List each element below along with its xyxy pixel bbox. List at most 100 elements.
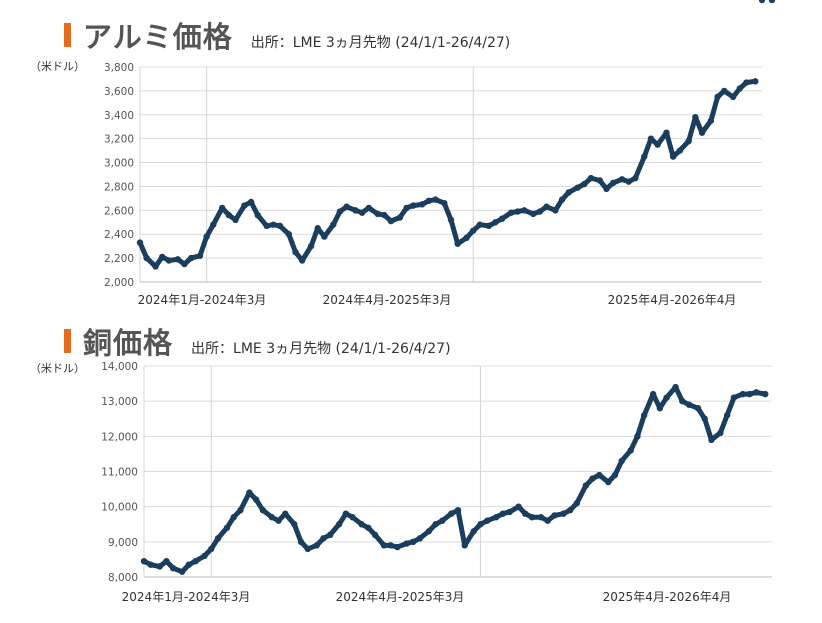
copper-data-point (387, 542, 394, 549)
alumi-data-point (574, 184, 581, 191)
copper-data-point (522, 510, 529, 517)
copper-data-point (335, 521, 343, 528)
copper-data-point (663, 394, 670, 401)
alumi-data-point (714, 93, 721, 101)
alumi-data-point (618, 176, 626, 183)
copper-data-point (739, 390, 747, 398)
alumi-data-point (729, 93, 737, 101)
alumi-data-point (396, 214, 404, 221)
alumi-data-point (454, 240, 461, 247)
copper-data-point (649, 390, 657, 398)
alumi-data-point (418, 201, 426, 208)
copper-data-point (425, 528, 433, 535)
alumi-data-point (136, 239, 144, 246)
alumi-data-point (381, 211, 388, 219)
alumi-data-point (203, 233, 210, 240)
alumi-data-point (625, 178, 632, 185)
copper-data-point (201, 552, 208, 560)
copper-y-tick-label: 13,000 (101, 396, 138, 408)
copper-y-tick-label: 12,000 (101, 431, 138, 443)
alumi-data-point (685, 137, 692, 145)
copper-data-point (499, 510, 507, 517)
copper-data-point (544, 517, 551, 524)
copper-data-point (477, 521, 484, 528)
alumi-data-point (285, 231, 293, 238)
copper-data-point (403, 540, 410, 547)
copper-data-point (717, 429, 724, 437)
copper-data-point (461, 542, 468, 549)
alumi-data-point (196, 252, 204, 259)
alumi-data-point (476, 221, 484, 228)
alumi-data-point (336, 208, 344, 215)
alumi-data-point (603, 185, 610, 193)
copper-data-point (358, 521, 365, 528)
alumi-data-point (241, 202, 248, 209)
copper-data-point (679, 397, 686, 405)
copper-chart-subtitle: 出所：LME 3ヵ月先物 (24/1/1-26/4/27) (191, 341, 451, 357)
copper-data-point (483, 517, 491, 524)
alumi-data-point (647, 135, 655, 142)
alumi-data-point (276, 222, 284, 230)
copper-data-point (208, 545, 215, 553)
alumi-data-point (187, 254, 195, 262)
copper-data-point (515, 503, 522, 510)
copper-y-unit: （米ドル） (30, 362, 85, 375)
copper-data-point (252, 496, 260, 503)
copper-data-point (762, 390, 769, 398)
alumi-chart-title: アルミ価格 (83, 20, 233, 54)
copper-data-point (416, 535, 424, 542)
copper-data-point (448, 510, 455, 517)
alumi-y-tick-label: 3,000 (104, 158, 134, 170)
alumi-data-point (492, 219, 499, 226)
alumi-data-point (232, 216, 239, 224)
alumi-data-point (432, 196, 439, 203)
alumi-y-tick-label: 3,200 (104, 134, 134, 146)
alumi-period-label: 2024年4月-2025年3月 (323, 293, 452, 307)
copper-data-point (342, 510, 350, 517)
copper-data-point (537, 514, 545, 521)
alumi-data-point (321, 233, 328, 240)
copper-y-tick-label: 9,000 (108, 537, 138, 549)
alumi-data-point (410, 202, 417, 209)
alumi-data-point (403, 204, 410, 212)
alumi-accent-bar (64, 23, 71, 47)
copper-data-point (582, 482, 590, 489)
alumi-data-point (358, 209, 366, 216)
alumi-data-point (441, 199, 448, 207)
alumi-data-point (307, 242, 315, 250)
alumi-y-tick-label: 2,200 (104, 253, 134, 265)
copper-data-point (275, 517, 282, 524)
copper-data-point (140, 557, 148, 565)
copper-data-point (627, 447, 634, 454)
alumi-y-tick-label: 2,400 (104, 229, 134, 241)
alumi-header: アルミ価格 出所：LME 3ヵ月先物 (24/1/1-26/4/27) (64, 14, 510, 56)
copper-accent-bar (64, 329, 71, 353)
copper-data-point (282, 510, 289, 517)
alumi-data-point (552, 207, 559, 214)
copper-header: 銅価格 出所：LME 3ヵ月先物 (24/1/1-26/4/27) (64, 320, 451, 362)
alumi-data-point (632, 174, 639, 182)
copper-data-point (192, 557, 199, 565)
alumi-data-point (514, 208, 521, 215)
alumi-data-point (218, 204, 226, 212)
alumi-data-point (470, 227, 477, 234)
alumi-y-tick-label: 2,800 (104, 181, 134, 193)
alumi-data-point (143, 254, 150, 262)
alumi-data-point (447, 216, 455, 224)
alumi-data-point (698, 129, 706, 136)
copper-data-point (589, 475, 596, 482)
copper-data-point (685, 401, 693, 408)
copper-data-point (304, 545, 311, 553)
copper-data-point (259, 506, 267, 514)
alumi-data-point (374, 210, 381, 218)
copper-data-point (178, 568, 186, 575)
copper-data-point (326, 531, 334, 538)
copper-data-point (156, 563, 163, 570)
alumi-data-point (596, 177, 604, 184)
alumi-chart-subtitle: 出所：LME 3ヵ月先物 (24/1/1-26/4/27) (250, 35, 511, 51)
alumi-data-point (721, 87, 728, 95)
copper-chart-title: 銅価格 (83, 326, 174, 360)
alumi-data-point (663, 129, 670, 136)
copper-data-point (365, 524, 372, 531)
